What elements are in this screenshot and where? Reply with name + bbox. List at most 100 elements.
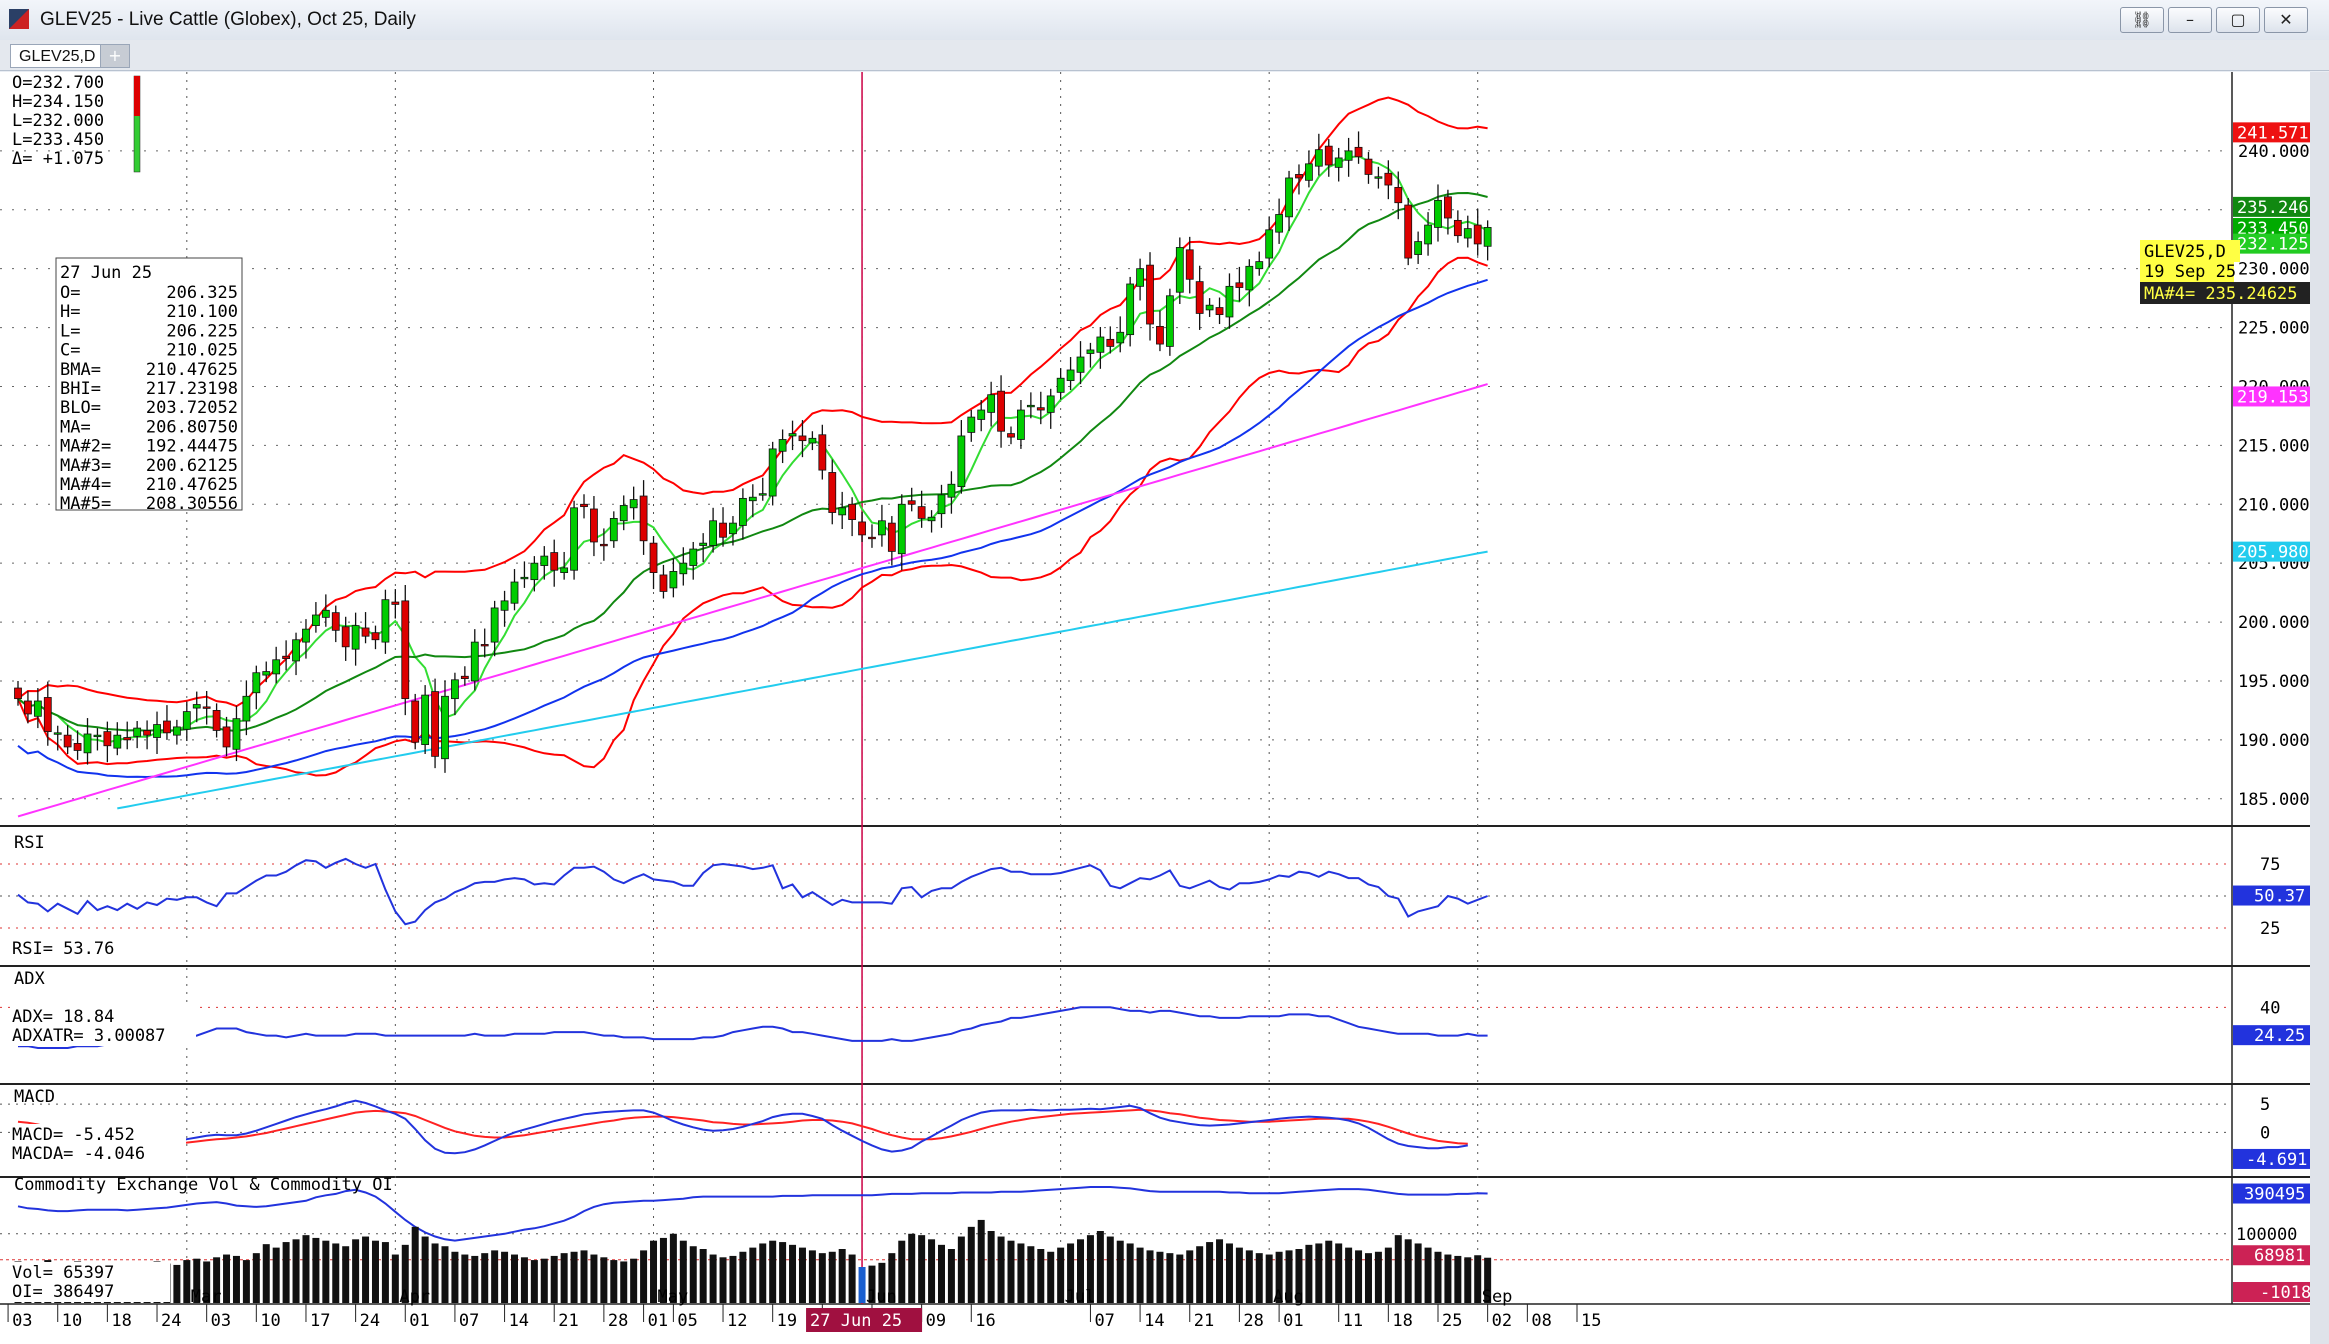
ma-blue-line: [17, 278, 1488, 779]
tab-glev25[interactable]: GLEV25,D: [10, 44, 105, 68]
volume-bar: [1216, 1239, 1224, 1303]
volume-bar: [888, 1253, 896, 1303]
volume-bar: [908, 1233, 916, 1303]
readout-label: MA=: [60, 417, 91, 437]
crosshair-tooltip: GLEV25,D 19 Sep 25 MA#4= 235.24625: [2140, 240, 2310, 304]
volume-bar: [1126, 1243, 1134, 1303]
volume-bar: [1096, 1231, 1104, 1303]
readout-value: 208.30556: [146, 494, 238, 514]
volume-bar: [928, 1239, 936, 1303]
month-label: May: [658, 1287, 689, 1307]
date-tick-label: 25: [1442, 1311, 1462, 1331]
candle: [500, 600, 509, 611]
candle: [997, 390, 1005, 432]
volume-bar: [560, 1253, 568, 1303]
volume-bar: [828, 1251, 836, 1303]
date-tick-label: 07: [459, 1311, 479, 1331]
candle: [1414, 241, 1423, 255]
candle: [788, 433, 797, 437]
candle: [1374, 176, 1383, 179]
date-tick-label: 19: [777, 1311, 797, 1331]
volume-bar: [1235, 1247, 1243, 1303]
candle: [1106, 338, 1115, 347]
candle: [43, 697, 52, 733]
price-tick-label: 215.000: [2238, 436, 2310, 456]
candle: [302, 628, 310, 643]
maximize-button[interactable]: ▢: [2216, 7, 2260, 33]
volume-bar: [1077, 1239, 1085, 1303]
candle: [937, 494, 946, 515]
date-tick-label: 28: [608, 1311, 628, 1331]
close-button[interactable]: ✕: [2264, 7, 2308, 33]
volume-bar: [451, 1251, 459, 1303]
candle: [957, 435, 966, 488]
date-tick-label: 07: [1094, 1311, 1114, 1331]
price-value-tag: [2233, 541, 2310, 562]
candle: [729, 522, 737, 535]
volume-bar: [262, 1244, 270, 1303]
bollinger-lower-line: [17, 256, 1488, 777]
volume-bar: [580, 1250, 588, 1303]
volume-bar: [570, 1251, 578, 1303]
date-tick-label: 05: [677, 1311, 697, 1331]
volume-bar: [1464, 1257, 1472, 1303]
tooltip-ma: MA#4= 235.24625: [2144, 284, 2298, 304]
volume-bar: [749, 1247, 757, 1303]
candle: [1165, 295, 1174, 347]
date-tick-label: 01: [409, 1311, 429, 1331]
volume-bar: [411, 1226, 419, 1303]
date-tick-label: 01: [1283, 1311, 1303, 1331]
volume-bar: [1355, 1250, 1363, 1303]
volume-bar: [1345, 1247, 1353, 1303]
volume-bar: [1364, 1253, 1372, 1303]
vertical-scrollbar[interactable]: [2310, 72, 2329, 1344]
adx-tick-label: 40: [2260, 998, 2280, 1018]
readout-label: MA#2=: [60, 437, 111, 457]
candle: [242, 695, 251, 722]
volume-bar: [1305, 1244, 1313, 1303]
candle: [143, 730, 151, 736]
volume-bar: [997, 1236, 1005, 1303]
date-highlight-bg: [806, 1308, 923, 1332]
volume-bar: [1424, 1247, 1432, 1303]
volume-panel-title: Commodity Exchange Vol & Commodity OI: [14, 1175, 393, 1195]
readout-value: 206.325: [166, 283, 238, 303]
candle: [1235, 282, 1244, 288]
candle: [381, 599, 390, 643]
volume-bar: [650, 1240, 658, 1303]
candle: [1483, 227, 1492, 247]
candle: [967, 416, 976, 433]
candle: [103, 731, 112, 747]
adx-readout-bg: [10, 1006, 196, 1046]
macd-readout: MACD= -5.452: [12, 1125, 135, 1145]
volume-bar: [1404, 1239, 1412, 1303]
date-tick-label: 14: [509, 1311, 529, 1331]
date-tick-label: 10: [260, 1311, 280, 1331]
candle: [738, 497, 747, 526]
candle: [163, 720, 171, 734]
link-icon[interactable]: ⛓: [2120, 7, 2164, 33]
candle: [699, 542, 708, 546]
volume-tick-label: 100000: [2236, 1225, 2297, 1245]
add-tab-button[interactable]: +: [100, 44, 130, 68]
candle: [1265, 229, 1274, 259]
readout-label: MA#5=: [60, 494, 111, 514]
volume-bar: [699, 1249, 707, 1303]
volume-bar: [401, 1244, 409, 1303]
minimize-button[interactable]: –: [2168, 7, 2212, 33]
candle: [202, 706, 211, 709]
readout-value: 203.72052: [146, 398, 238, 418]
volume-bar: [1384, 1247, 1392, 1303]
ohlc-open: O=232.700: [12, 73, 104, 93]
date-tick-label: 21: [1194, 1311, 1214, 1331]
candle: [451, 679, 459, 700]
candle: [1146, 264, 1154, 325]
chart-area[interactable]: 240.000235.000230.000225.000220.000215.0…: [0, 72, 2310, 1344]
macd-signal-line: [17, 1108, 1468, 1146]
candle: [1404, 204, 1413, 259]
price-value-tag: [2233, 386, 2310, 407]
volume-bar: [858, 1267, 866, 1303]
readout-date: 27 Jun 25: [60, 263, 152, 283]
tooltip-symbol: GLEV25,D: [2144, 242, 2226, 262]
candle: [530, 562, 539, 581]
